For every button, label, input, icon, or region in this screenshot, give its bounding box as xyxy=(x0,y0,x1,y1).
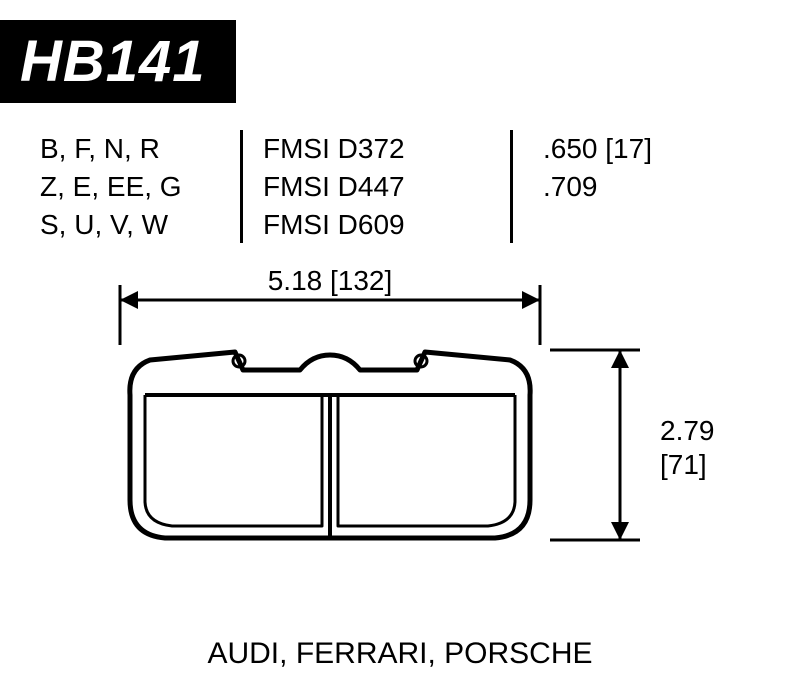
height-dimension: 2.79 [71] xyxy=(550,350,715,540)
vehicle-applications: AUDI, FERRARI, PORSCHE xyxy=(0,637,800,671)
width-dimension: 5.18 [132] xyxy=(120,265,540,345)
fmsi-line: FMSI D372 xyxy=(263,130,460,168)
spec-table: B, F, N, R Z, E, EE, G S, U, V, W FMSI D… xyxy=(40,130,760,243)
compound-line: Z, E, EE, G xyxy=(40,168,240,206)
pad-outline xyxy=(130,352,530,538)
width-label: 5.18 [132] xyxy=(268,265,393,296)
height-label-bottom: [71] xyxy=(660,449,707,480)
compound-line: B, F, N, R xyxy=(40,130,240,168)
fmsi-line: FMSI D609 xyxy=(263,206,460,244)
height-label-top: 2.79 xyxy=(660,415,715,446)
fmsi-column: FMSI D372 FMSI D447 FMSI D609 xyxy=(240,130,460,243)
thickness-column: .650 [17] .709 xyxy=(510,130,760,243)
thickness-line: .709 xyxy=(543,168,760,206)
part-number-title: HB141 xyxy=(0,20,236,103)
compound-line: S, U, V, W xyxy=(40,206,240,244)
fmsi-line: FMSI D447 xyxy=(263,168,460,206)
compounds-column: B, F, N, R Z, E, EE, G S, U, V, W xyxy=(40,130,240,243)
brake-pad-diagram: 5.18 [132] 2.79 [71] xyxy=(0,260,800,620)
thickness-line: .650 [17] xyxy=(543,130,760,168)
